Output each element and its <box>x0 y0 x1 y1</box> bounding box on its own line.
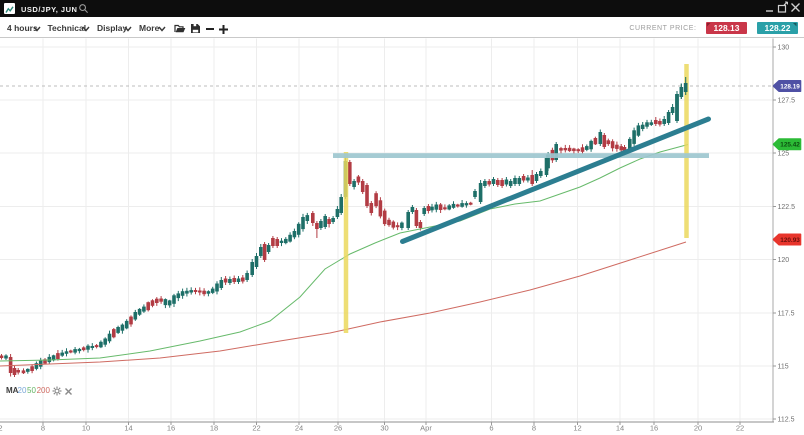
svg-text:12: 12 <box>573 424 581 433</box>
svg-text:120.93: 120.93 <box>780 237 800 244</box>
svg-text:127.5: 127.5 <box>778 97 796 104</box>
svg-text:22: 22 <box>736 424 744 433</box>
svg-text:125.42: 125.42 <box>780 142 800 149</box>
svg-text:14: 14 <box>124 424 132 433</box>
svg-text:112.5: 112.5 <box>778 416 795 423</box>
svg-text:18: 18 <box>210 424 218 433</box>
svg-text:16: 16 <box>650 424 658 433</box>
svg-text:122.5: 122.5 <box>778 204 796 211</box>
svg-text:16: 16 <box>167 424 175 433</box>
svg-text:2: 2 <box>0 424 3 433</box>
svg-text:115: 115 <box>778 363 789 370</box>
svg-text:6: 6 <box>489 424 493 433</box>
svg-text:120: 120 <box>778 257 790 264</box>
svg-text:Apr: Apr <box>420 424 432 433</box>
svg-text:26: 26 <box>334 424 342 433</box>
svg-text:8: 8 <box>41 424 45 433</box>
svg-text:20: 20 <box>694 424 702 433</box>
svg-text:14: 14 <box>616 424 624 433</box>
svg-text:10: 10 <box>82 424 90 433</box>
svg-text:128.19: 128.19 <box>780 83 800 90</box>
svg-text:125: 125 <box>778 150 790 157</box>
svg-text:117.5: 117.5 <box>778 310 795 317</box>
svg-text:30: 30 <box>380 424 388 433</box>
svg-text:8: 8 <box>532 424 536 433</box>
svg-text:130: 130 <box>778 44 790 51</box>
svg-text:24: 24 <box>295 424 303 433</box>
svg-text:22: 22 <box>252 424 260 433</box>
